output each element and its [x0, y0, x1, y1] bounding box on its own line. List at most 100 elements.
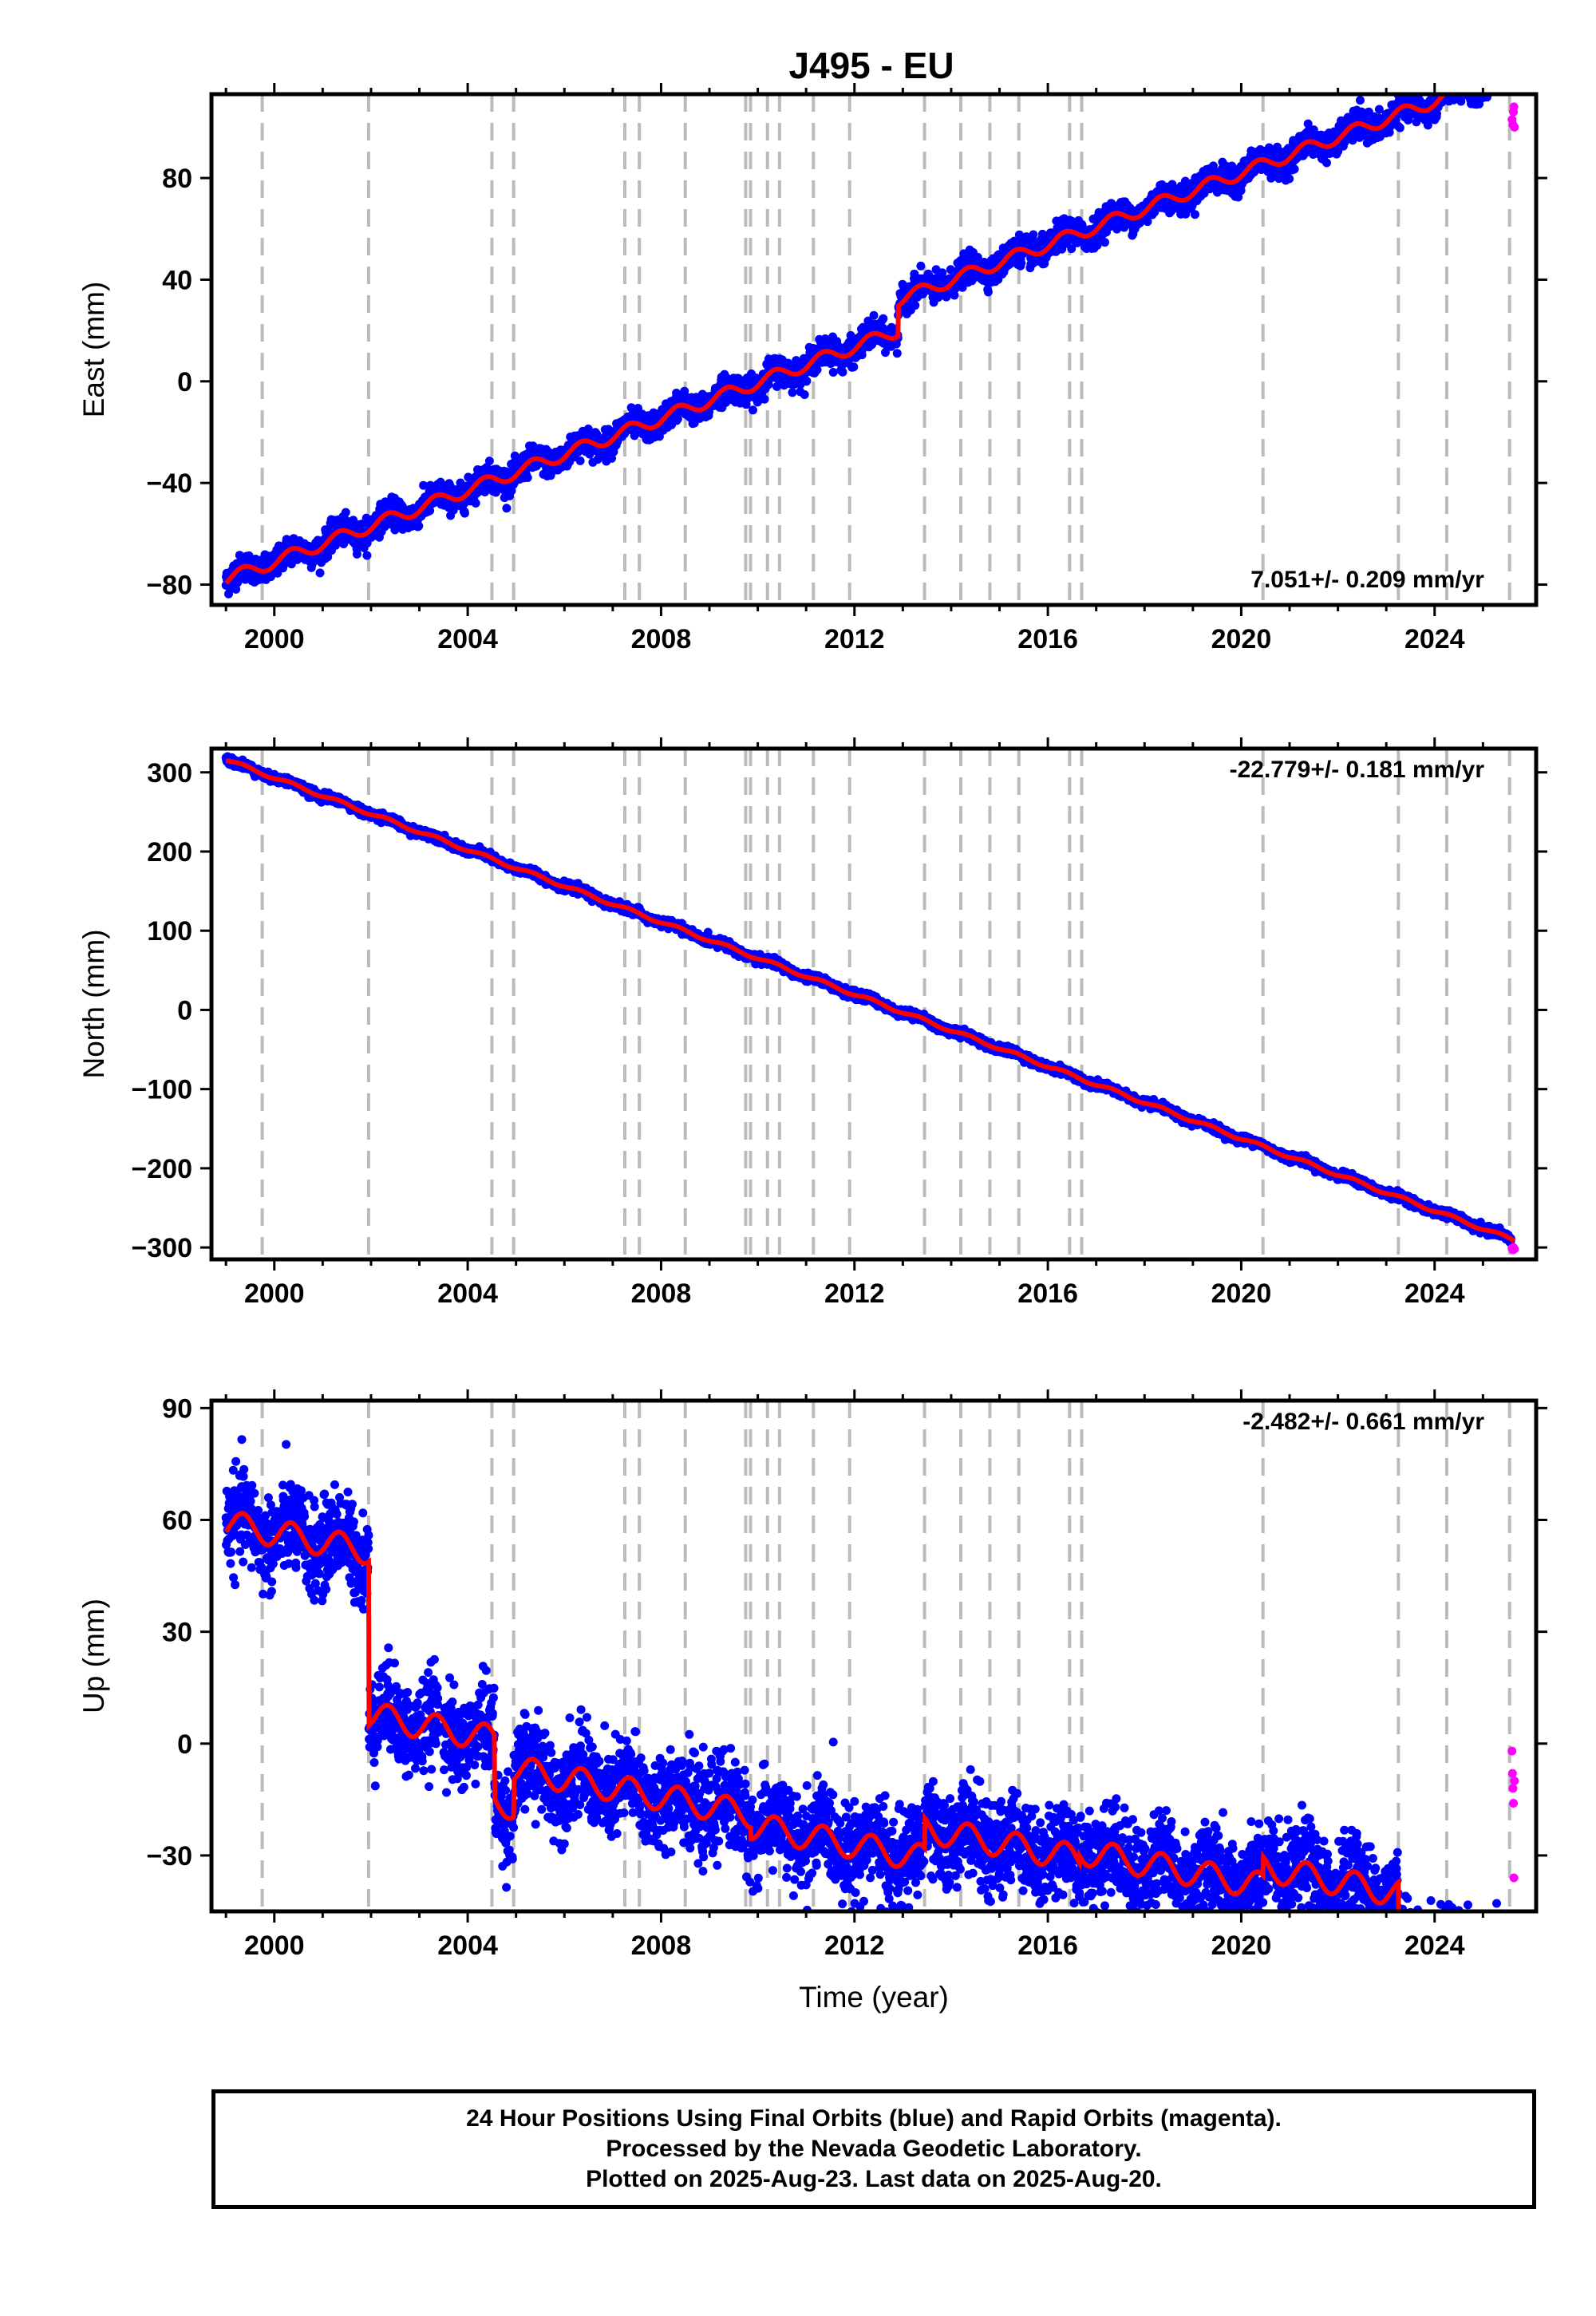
east-data-point: [1486, 77, 1495, 86]
east-data-point: [1005, 259, 1015, 268]
east-data-point: [1451, 78, 1460, 87]
east-data-point: [1492, 69, 1501, 77]
east-data-point: [1460, 77, 1468, 85]
east-data-point: [1499, 65, 1508, 74]
east-data-point: [1476, 72, 1484, 81]
east-data-point: [1452, 84, 1460, 93]
east-x-tick-label: 2016: [1017, 624, 1078, 654]
east-data-point: [1274, 174, 1284, 184]
east-data-point: [1498, 73, 1507, 82]
east-data-point: [1484, 60, 1493, 69]
east-data-point: [1487, 82, 1496, 91]
east-data-point: [1445, 80, 1454, 89]
east-data-point: [1506, 73, 1515, 81]
east-data-point: [1502, 72, 1511, 81]
east-data-point: [1499, 74, 1508, 83]
east-data-point: [341, 508, 350, 517]
east-data-point: [1490, 80, 1499, 89]
east-data-point: [1356, 96, 1365, 105]
east-data-point: [1500, 70, 1509, 79]
east-data-point: [1483, 80, 1492, 89]
east-data-point: [1499, 67, 1507, 76]
east-data-point: [1447, 61, 1456, 69]
east-data-point: [1503, 75, 1511, 84]
east-data-point: [879, 314, 888, 323]
east-data-point: [1481, 72, 1490, 81]
east-data-point: [1017, 259, 1026, 268]
east-data-point: [1482, 73, 1491, 82]
east-data-point: [1488, 80, 1497, 89]
east-data-point: [1443, 83, 1452, 92]
east-data-point: [1481, 80, 1490, 89]
east-data-point: [1489, 65, 1498, 73]
east-data-point: [1497, 61, 1506, 69]
east-data-point: [1486, 71, 1495, 80]
east-data-point: [838, 367, 847, 377]
east-data-point: [1495, 69, 1504, 78]
east-data-point: [1489, 77, 1498, 86]
east-data-point: [1476, 77, 1485, 86]
east-data-point: [1507, 72, 1515, 81]
east-data-point: [1495, 69, 1503, 77]
east-y-tick-label: 40: [162, 265, 192, 295]
east-data-point: [1452, 72, 1460, 81]
east-data-point: [1458, 73, 1467, 82]
east-data-point: [1489, 77, 1498, 86]
east-data-point: [1290, 164, 1299, 174]
east-data-point: [946, 265, 955, 275]
east-data-point: [1143, 217, 1152, 227]
east-data-point: [1497, 66, 1506, 75]
east-x-tick-label: 2020: [1211, 624, 1272, 654]
east-data-point: [1504, 72, 1513, 81]
east-data-point: [1029, 230, 1038, 239]
east-data-point: [1492, 73, 1501, 81]
east-data-point: [1475, 82, 1483, 91]
east-data-point: [585, 449, 595, 459]
east-data-point: [1505, 69, 1514, 78]
east-data-point: [1503, 67, 1512, 76]
east-data-point: [1322, 158, 1331, 168]
east-data-point: [1485, 59, 1494, 68]
east-data-point: [911, 301, 920, 310]
east-data-point: [1488, 76, 1497, 85]
east-data-point: [1487, 61, 1495, 69]
east-data-point: [1469, 73, 1478, 81]
east-data-point: [1503, 69, 1511, 77]
east-data-point: [1507, 73, 1515, 82]
east-data-point: [1191, 210, 1199, 219]
east-y-tick-label: −40: [146, 468, 192, 499]
east-data-point: [1495, 77, 1503, 85]
east-data-point: [1464, 76, 1472, 85]
east-data-point: [1448, 80, 1457, 89]
east-data-point: [1496, 64, 1505, 73]
east-data-point: [1467, 85, 1476, 93]
east-data-point: [575, 456, 585, 465]
east-data-point: [1481, 77, 1490, 85]
east-data-point: [1494, 66, 1503, 75]
east-data-point: [1493, 77, 1502, 86]
east-data-point: [1500, 55, 1509, 64]
east-data-point: [1485, 75, 1494, 84]
east-data-point: [362, 551, 372, 560]
east-data-point: [1502, 67, 1511, 76]
east-data-point: [1498, 75, 1507, 84]
east-data-point: [1457, 81, 1466, 89]
east-data-point: [1453, 81, 1462, 90]
east-data-point: [1452, 80, 1460, 89]
east-data-point: [1395, 123, 1404, 132]
east-data-point: [1480, 73, 1489, 81]
east-data-point: [1463, 83, 1472, 92]
east-data-point: [425, 506, 435, 516]
east-data-point: [1506, 67, 1515, 76]
east-data-point: [1447, 82, 1456, 91]
east-data-point: [1374, 105, 1384, 114]
east-data-point: [1447, 84, 1456, 93]
east-data-point: [1495, 59, 1504, 68]
east-rate-label: 7.051+/- 0.209 mm/yr: [1250, 567, 1484, 593]
east-data-point: [460, 508, 469, 518]
east-data-point: [1487, 68, 1496, 77]
east-data-point: [1444, 79, 1453, 88]
east-data-point: [1474, 81, 1483, 90]
east-data-point: [1451, 80, 1460, 89]
east-data-point: [1471, 82, 1479, 91]
